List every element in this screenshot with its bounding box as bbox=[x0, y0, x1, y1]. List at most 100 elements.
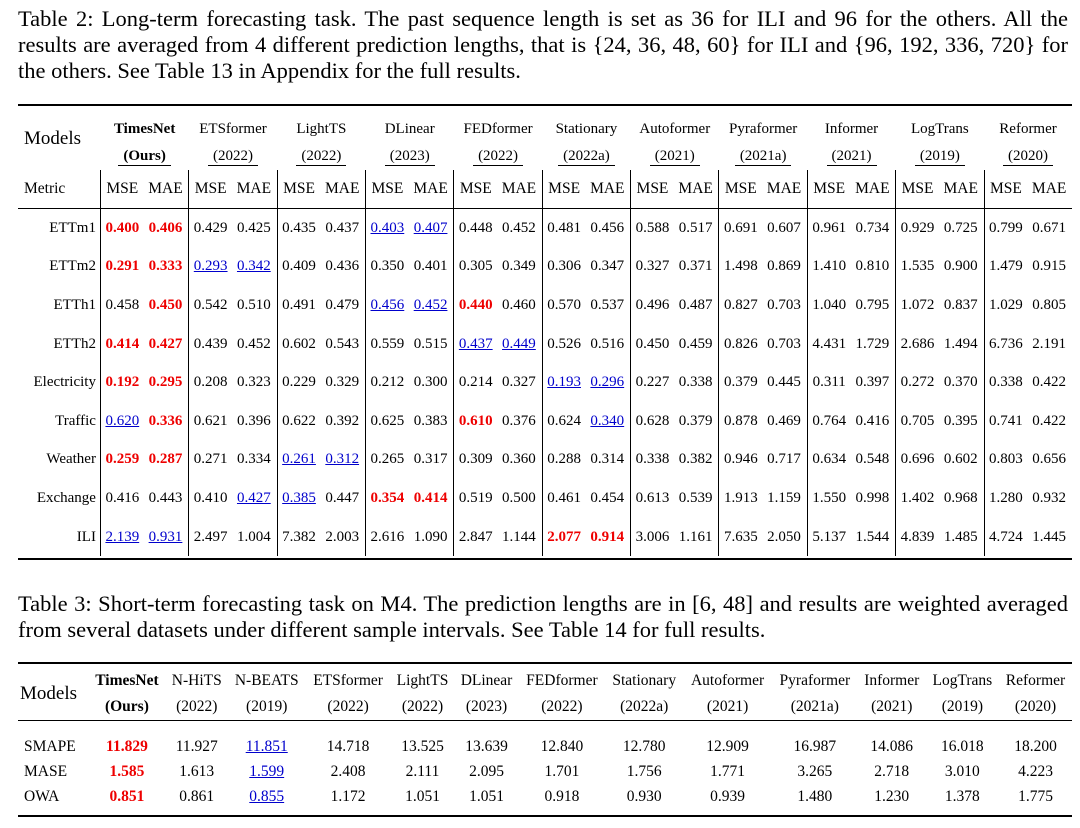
value: 0.295 bbox=[148, 374, 183, 391]
value: 0.429 bbox=[193, 219, 228, 236]
value: 0.448 bbox=[458, 219, 493, 236]
value: 4.431 bbox=[812, 335, 847, 352]
value-cell: 0.214 bbox=[453, 363, 498, 402]
value-cell: 11.829 bbox=[88, 735, 166, 760]
model-name: LogTrans bbox=[932, 672, 993, 689]
value: 0.354 bbox=[370, 489, 405, 506]
value-cell: 0.212 bbox=[365, 363, 409, 402]
model-year: (2022a) bbox=[558, 148, 615, 166]
value: 0.717 bbox=[767, 451, 801, 468]
value-cell: 0.610 bbox=[453, 401, 498, 441]
value: 14.718 bbox=[326, 738, 370, 755]
model-name: Stationary bbox=[555, 121, 618, 137]
value: 0.810 bbox=[855, 258, 890, 275]
value: 0.725 bbox=[943, 219, 978, 236]
model-header-2: LightTS (2022) bbox=[277, 108, 365, 170]
value-cell: 11.927 bbox=[166, 735, 228, 760]
metric-name: MASE bbox=[18, 760, 88, 785]
value: 0.410 bbox=[193, 489, 228, 506]
value: 4.724 bbox=[989, 528, 1023, 545]
value: 0.458 bbox=[105, 296, 140, 313]
value: 0.602 bbox=[943, 451, 978, 468]
value: 16.018 bbox=[941, 738, 984, 755]
dataset-name: Weather bbox=[18, 441, 100, 480]
value: 1.613 bbox=[179, 763, 215, 780]
model-name: TimesNet bbox=[113, 121, 176, 137]
value: 2.050 bbox=[767, 528, 801, 545]
value: 0.306 bbox=[547, 258, 581, 275]
value-cell: 0.696 bbox=[895, 440, 939, 480]
value: 0.272 bbox=[900, 374, 935, 391]
table-row: Electricity 0.192 0.295 0.208 0.323 0.229 0.32… bbox=[18, 363, 1072, 402]
value: 1.544 bbox=[855, 528, 890, 545]
value: 0.625 bbox=[370, 412, 405, 429]
value: 0.613 bbox=[635, 489, 670, 506]
model-name: DLinear bbox=[460, 672, 513, 689]
value-cell: 0.445 bbox=[762, 363, 807, 402]
value-cell: 0.717 bbox=[762, 441, 807, 480]
value-cell: 0.968 bbox=[939, 479, 984, 518]
value-cell: 0.376 bbox=[497, 402, 542, 441]
metric-name: MSE bbox=[636, 180, 669, 197]
table-row: OWA 0.851 0.861 0.855 1.172 1.051 1.051 0.918 0.… bbox=[18, 785, 1072, 810]
value: 0.607 bbox=[767, 219, 801, 236]
value: 0.570 bbox=[547, 296, 581, 313]
metric-name: MAE bbox=[766, 180, 802, 197]
value-cell: 0.334 bbox=[232, 441, 277, 480]
metric-name: MAE bbox=[1031, 180, 1067, 197]
value: 0.229 bbox=[282, 374, 316, 391]
value-cell: 0.422 bbox=[1027, 363, 1072, 402]
value-cell: 0.317 bbox=[409, 441, 454, 480]
value-cell: 0.570 bbox=[541, 286, 586, 325]
value: 0.931 bbox=[148, 528, 183, 545]
value-cell: 1.280 bbox=[983, 479, 1028, 518]
value-cell: 0.400 bbox=[99, 208, 144, 248]
value-cell: 0.327 bbox=[630, 247, 674, 287]
value-cell: 0.929 bbox=[895, 208, 939, 248]
value-cell: 0.288 bbox=[541, 440, 586, 480]
metric-cell: MAE bbox=[851, 170, 896, 209]
value-cell: 0.479 bbox=[320, 286, 365, 325]
value: 0.734 bbox=[855, 219, 890, 236]
value: 1.172 bbox=[330, 788, 366, 805]
model-header-7: Stationary (2022a) bbox=[605, 668, 683, 721]
value: 0.795 bbox=[855, 296, 890, 313]
value: 0.338 bbox=[635, 451, 670, 468]
value: 0.460 bbox=[502, 296, 536, 313]
metric-name: MSE bbox=[901, 180, 934, 197]
value: 0.401 bbox=[413, 258, 448, 275]
value-cell: 0.306 bbox=[541, 247, 586, 287]
value: 0.526 bbox=[547, 335, 581, 352]
value: 0.515 bbox=[413, 335, 448, 352]
value-cell: 0.439 bbox=[188, 324, 233, 364]
value: 0.479 bbox=[325, 296, 360, 313]
value: 0.291 bbox=[105, 258, 140, 275]
value-cell: 3.010 bbox=[926, 760, 999, 785]
value-cell: 0.827 bbox=[718, 286, 763, 325]
value-cell: 0.360 bbox=[497, 441, 542, 480]
value-cell: 0.705 bbox=[895, 401, 939, 441]
value-cell: 2.718 bbox=[858, 760, 926, 785]
value: 0.370 bbox=[943, 374, 978, 391]
value-cell: 0.403 bbox=[365, 208, 409, 248]
value: 0.454 bbox=[590, 489, 625, 506]
value-cell: 0.625 bbox=[365, 401, 409, 441]
value-cell: 0.500 bbox=[497, 479, 542, 518]
value-cell: 0.691 bbox=[718, 208, 763, 248]
value: 2.077 bbox=[547, 528, 581, 545]
value: 0.440 bbox=[458, 296, 493, 313]
dataset-name: ETTh2 bbox=[18, 325, 100, 364]
value-cell: 0.406 bbox=[144, 209, 189, 248]
value-cell: 0.449 bbox=[497, 325, 542, 364]
value: 0.287 bbox=[148, 451, 183, 468]
value-cell: 5.137 bbox=[806, 517, 851, 557]
model-year: (2022a) bbox=[620, 698, 669, 715]
value-cell: 0.602 bbox=[276, 324, 321, 364]
model-header-11: LogTrans (2019) bbox=[926, 668, 999, 721]
value: 1.775 bbox=[1018, 788, 1053, 805]
table3-top-rule bbox=[18, 662, 1072, 664]
value: 0.537 bbox=[590, 296, 625, 313]
value-cell: 0.456 bbox=[585, 209, 630, 248]
value-cell: 1.402 bbox=[895, 479, 939, 518]
value: 12.840 bbox=[540, 738, 584, 755]
